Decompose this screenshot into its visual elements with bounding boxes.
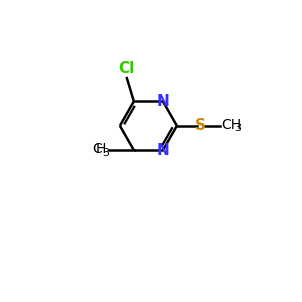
Text: C: C <box>92 143 102 156</box>
Text: 3: 3 <box>234 123 241 133</box>
Text: N: N <box>156 143 169 158</box>
Text: S: S <box>194 118 206 133</box>
Text: CH: CH <box>221 118 241 132</box>
Text: N: N <box>156 94 169 109</box>
Text: 3: 3 <box>102 148 109 158</box>
Text: Cl: Cl <box>119 61 135 76</box>
Text: H: H <box>95 143 106 156</box>
